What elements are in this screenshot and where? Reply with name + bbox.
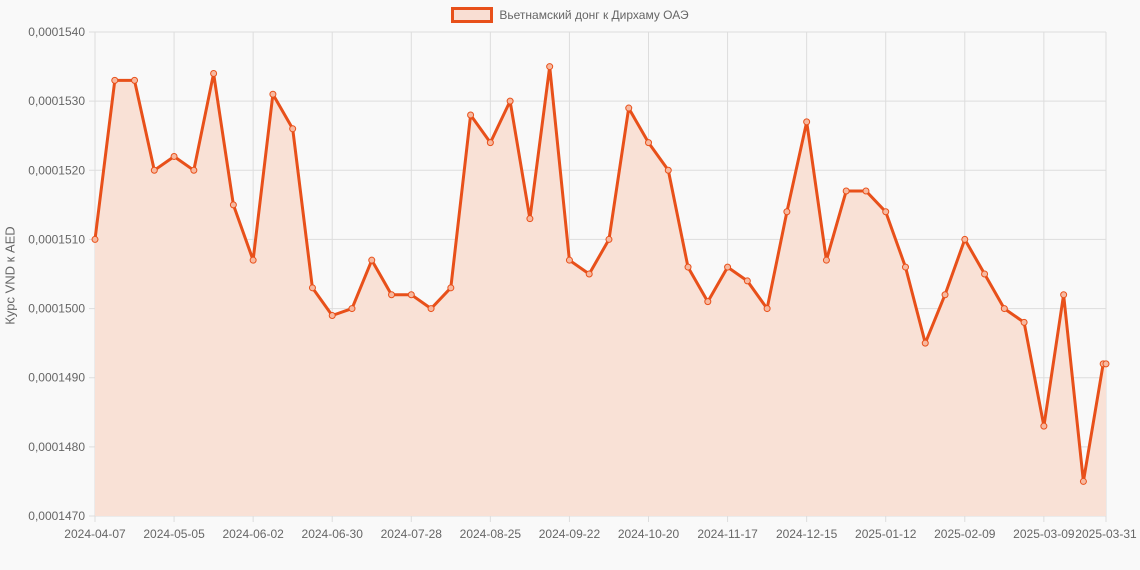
- data-point[interactable]: [467, 111, 475, 119]
- data-point[interactable]: [269, 90, 277, 98]
- data-point[interactable]: [111, 76, 119, 84]
- data-point[interactable]: [328, 311, 336, 319]
- x-axis-ticks: 2024-04-07 2024-05-05 2024-06-02 2024-06-30…: [64, 527, 1137, 541]
- x-tick-label: 2024-06-30: [302, 527, 364, 541]
- y-tick-label: 0,0001490: [28, 371, 85, 385]
- x-tick-label: 2025-01-12: [855, 527, 917, 541]
- data-point[interactable]: [131, 76, 139, 84]
- data-point[interactable]: [91, 235, 99, 243]
- y-tick-label: 0,0001470: [28, 509, 85, 523]
- data-point[interactable]: [941, 291, 949, 299]
- data-point[interactable]: [546, 63, 554, 71]
- x-tick-label: 2024-04-07: [64, 527, 126, 541]
- x-tick-label: 2024-06-02: [222, 527, 284, 541]
- data-point[interactable]: [704, 298, 712, 306]
- data-point[interactable]: [368, 256, 376, 264]
- data-point[interactable]: [684, 263, 692, 271]
- x-tick-label: 2024-07-28: [381, 527, 443, 541]
- data-point[interactable]: [1000, 305, 1008, 313]
- data-point[interactable]: [822, 256, 830, 264]
- data-point[interactable]: [565, 256, 573, 264]
- data-point[interactable]: [1102, 360, 1110, 368]
- data-point[interactable]: [229, 201, 237, 209]
- x-tick-label: 2024-09-22: [539, 527, 601, 541]
- data-point[interactable]: [645, 139, 653, 147]
- data-point[interactable]: [190, 166, 198, 174]
- data-point[interactable]: [921, 339, 929, 347]
- x-tick-label: 2024-11-17: [697, 527, 758, 541]
- y-axis-label: Курс VND к AED: [2, 226, 18, 325]
- x-tick-label: 2025-02-09: [934, 527, 996, 541]
- data-points: [91, 63, 1110, 485]
- data-point[interactable]: [388, 291, 396, 299]
- data-point[interactable]: [1060, 291, 1068, 299]
- x-tick-label: 2025-03-09: [1013, 527, 1075, 541]
- data-point[interactable]: [664, 166, 672, 174]
- x-tick-label: 2024-12-15: [776, 527, 838, 541]
- x-tick-label: 2025-03-31: [1075, 527, 1137, 541]
- data-point[interactable]: [526, 215, 534, 223]
- data-point[interactable]: [862, 187, 870, 195]
- legend-label[interactable]: Вьетнамский донг к Дирхаму ОАЭ: [499, 8, 689, 22]
- data-point[interactable]: [447, 284, 455, 292]
- data-point[interactable]: [625, 104, 633, 112]
- y-tick-label: 0,0001480: [28, 440, 85, 454]
- y-tick-label: 0,0001500: [28, 302, 85, 316]
- x-tick-label: 2024-10-20: [618, 527, 680, 541]
- data-point[interactable]: [1020, 318, 1028, 326]
- legend[interactable]: Вьетнамский донг к Дирхаму ОАЭ: [0, 7, 1140, 23]
- data-point[interactable]: [289, 125, 297, 133]
- data-point[interactable]: [427, 305, 435, 313]
- x-tick-label: 2024-08-25: [460, 527, 522, 541]
- y-tick-label: 0,0001520: [28, 163, 85, 177]
- legend-swatch[interactable]: [451, 7, 494, 23]
- data-point[interactable]: [249, 256, 257, 264]
- data-point[interactable]: [842, 187, 850, 195]
- data-point[interactable]: [605, 235, 613, 243]
- data-point[interactable]: [210, 69, 218, 77]
- data-point[interactable]: [308, 284, 316, 292]
- data-point[interactable]: [901, 263, 909, 271]
- data-point[interactable]: [743, 277, 751, 285]
- y-tick-label: 0,0001540: [28, 25, 85, 39]
- data-point[interactable]: [981, 270, 989, 278]
- data-point[interactable]: [486, 139, 494, 147]
- x-tick-label: 2024-05-05: [143, 527, 205, 541]
- y-axis-ticks: 0,0001470 0,0001480 0,0001490 0,0001500 0,00…: [28, 25, 85, 523]
- data-point[interactable]: [506, 97, 514, 105]
- data-point[interactable]: [763, 305, 771, 313]
- data-point[interactable]: [348, 305, 356, 313]
- y-tick-label: 0,0001530: [28, 94, 85, 108]
- data-point[interactable]: [783, 208, 791, 216]
- data-point[interactable]: [803, 118, 811, 126]
- data-point[interactable]: [1079, 477, 1087, 485]
- data-point[interactable]: [407, 291, 415, 299]
- data-point[interactable]: [1040, 422, 1048, 430]
- data-point[interactable]: [585, 270, 593, 278]
- data-point[interactable]: [961, 235, 969, 243]
- data-point[interactable]: [724, 263, 732, 271]
- series-area-fill: [95, 66, 1106, 516]
- data-point[interactable]: [150, 166, 158, 174]
- y-tick-label: 0,0001510: [28, 232, 85, 246]
- data-point[interactable]: [882, 208, 890, 216]
- data-point[interactable]: [170, 152, 178, 160]
